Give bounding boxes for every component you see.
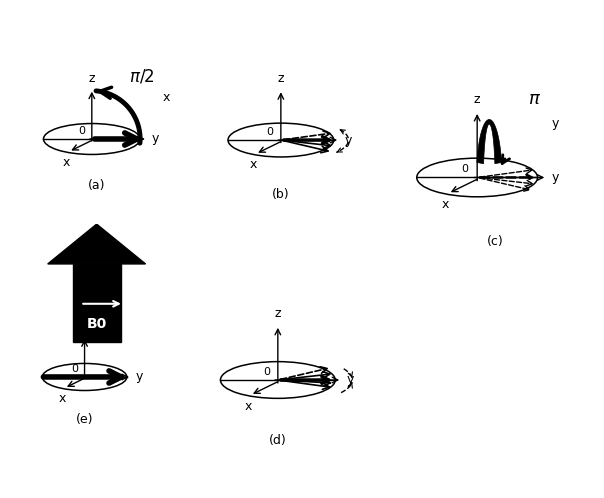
Text: x: x [59, 391, 66, 404]
Text: $\pi/2$: $\pi/2$ [129, 67, 155, 85]
Polygon shape [72, 264, 121, 343]
Text: x: x [249, 158, 257, 171]
Text: (e): (e) [76, 413, 93, 426]
Polygon shape [48, 224, 146, 264]
Text: z: z [82, 320, 88, 333]
Text: 0: 0 [461, 164, 469, 174]
Text: z: z [278, 72, 284, 85]
Text: (d): (d) [269, 434, 287, 447]
Text: y: y [347, 374, 354, 386]
Text: y: y [552, 117, 559, 130]
Text: B0: B0 [86, 317, 107, 331]
Text: (c): (c) [487, 235, 504, 248]
Text: x: x [63, 156, 70, 169]
PathPatch shape [477, 120, 501, 164]
Text: z: z [474, 93, 480, 106]
Text: y: y [344, 133, 352, 146]
Text: x: x [244, 400, 252, 413]
Text: 0: 0 [78, 126, 85, 136]
Text: (b): (b) [272, 188, 290, 201]
Text: 0: 0 [263, 367, 270, 376]
Text: 0: 0 [72, 365, 79, 374]
Text: x: x [162, 91, 170, 104]
Text: y: y [135, 371, 143, 383]
Text: x: x [442, 198, 449, 211]
Text: z: z [275, 307, 281, 320]
Text: z: z [89, 72, 95, 85]
Text: (a): (a) [88, 179, 105, 192]
Text: y: y [152, 132, 159, 145]
Text: $\pi$: $\pi$ [528, 90, 541, 108]
Text: y: y [552, 171, 559, 184]
Text: 0: 0 [266, 127, 274, 137]
